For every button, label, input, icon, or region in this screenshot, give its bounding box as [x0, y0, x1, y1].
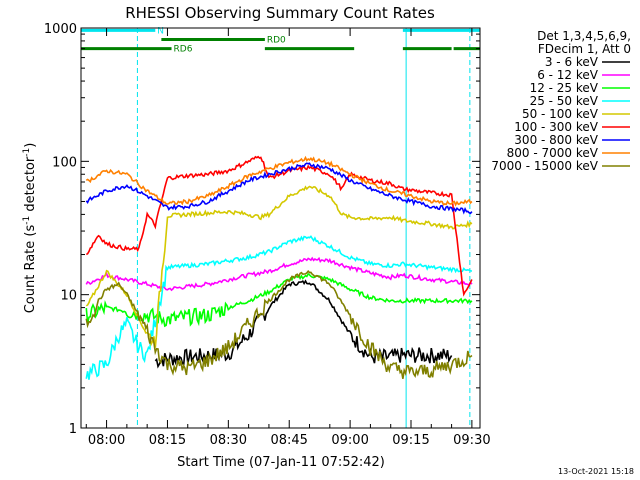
- x-tick-label-0830: 08:30: [210, 433, 247, 448]
- series-line-800-7000-kev: [85, 155, 473, 207]
- plot-area: N RD0 RD6: [80, 26, 480, 428]
- y-tick-label-10: 10: [60, 289, 77, 304]
- series-line-100-300-kev: [85, 155, 473, 297]
- x-axis-label: Start Time (07-Jan-11 07:52:42): [177, 455, 385, 470]
- series-line-7000-15000-kev: [85, 269, 473, 379]
- legend-label-300-800-kev: 300 - 800 keV: [514, 133, 598, 147]
- series-line-6-12-kev: [85, 256, 473, 292]
- flag-rd0-label: RD0: [267, 35, 286, 45]
- legend-label-25-50-kev: 25 - 50 keV: [530, 94, 599, 108]
- chart-title: RHESSI Observing Summary Count Rates: [125, 4, 435, 22]
- axes: 08:00 08:15 08:30 08:45 09:00 09:15 09:30 1 10 10…: [44, 22, 491, 448]
- legend-header-line-1: Det 1,3,4,5,6,9,: [537, 29, 631, 43]
- legend: Det 1,3,4,5,6,9, FDecim 1, Att 0 3 - 6 k…: [491, 29, 631, 173]
- series-line-12-25-kev: [85, 272, 473, 328]
- legend-header-line-2: FDecim 1, Att 0: [538, 42, 631, 56]
- legend-label-3-6-kev: 3 - 6 keV: [545, 55, 599, 69]
- x-tick-label-0915: 09:15: [392, 433, 429, 448]
- y-tick-label-1: 1: [69, 422, 77, 437]
- flag-n-label: N: [157, 26, 164, 36]
- series-line-300-800-kev: [85, 162, 473, 215]
- flag-rd6-label: RD6: [174, 45, 193, 55]
- plot-frame: [80, 27, 481, 429]
- x-tick-label-0800: 08:00: [88, 433, 125, 448]
- legend-label-7000-15000-kev: 7000 - 15000 keV: [491, 159, 598, 173]
- y-axis-label: Count Rate (s-1 detector-1): [22, 143, 38, 314]
- x-tick-label-0900: 09:00: [331, 433, 368, 448]
- y-tick-label-1000: 1000: [44, 22, 77, 37]
- legend-label-800-7000-kev: 800 - 7000 keV: [507, 146, 599, 160]
- x-tick-label-0845: 08:45: [270, 433, 307, 448]
- x-tick-label-0815: 08:15: [149, 433, 186, 448]
- x-tick-label-0930: 09:30: [453, 433, 490, 448]
- legend-label-6-12-kev: 6 - 12 keV: [537, 68, 599, 82]
- generation-timestamp: 13-Oct-2021 15:18: [558, 467, 634, 476]
- legend-label-12-25-kev: 12 - 25 keV: [530, 81, 599, 95]
- y-tick-label-100: 100: [52, 155, 77, 170]
- series-line-3-6-kev: [154, 279, 453, 369]
- legend-label-50-100-kev: 50 - 100 keV: [522, 107, 599, 121]
- legend-label-100-300-kev: 100 - 300 keV: [514, 120, 598, 134]
